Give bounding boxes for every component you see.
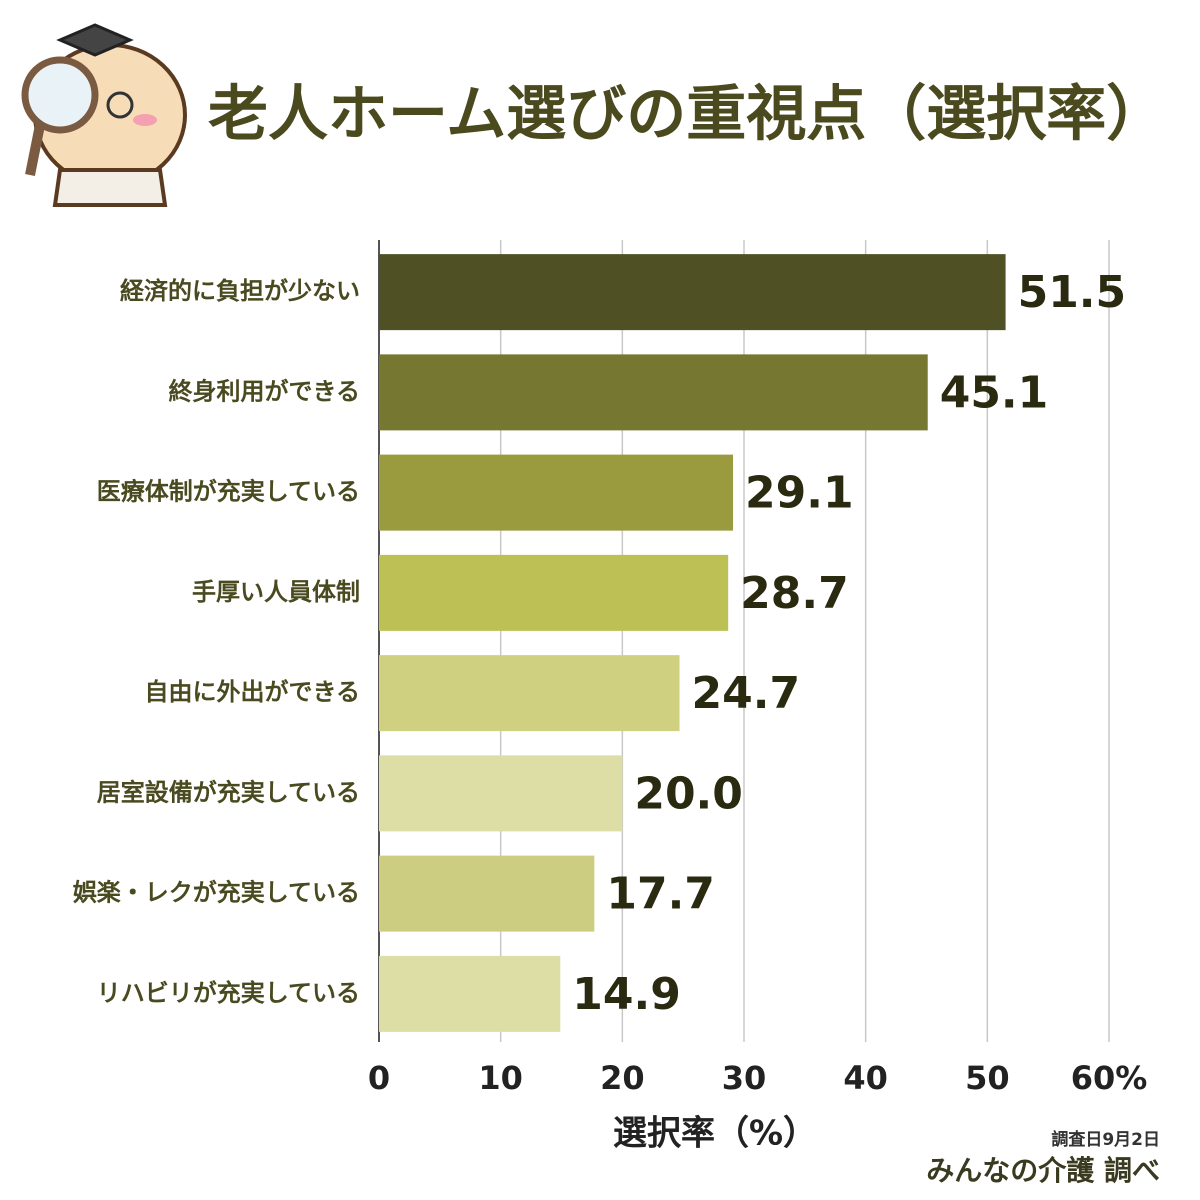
chart-title: 老人ホーム選びの重視点（選択率） — [208, 80, 1166, 150]
x-tick-label: 10 — [478, 1059, 523, 1097]
category-label: 終身利用ができる — [168, 377, 360, 405]
x-tick-label: 50 — [965, 1059, 1010, 1097]
value-label: 24.7 — [692, 668, 801, 719]
bar — [379, 454, 734, 531]
category-label: 手厚い人員体制 — [192, 578, 360, 606]
x-tick-label: 40 — [843, 1059, 888, 1097]
bar — [379, 254, 1006, 331]
survey-date: 調査日9月2日 — [1051, 1129, 1160, 1150]
value-label: 14.9 — [572, 969, 681, 1020]
source: みんなの介護 調べ — [926, 1154, 1160, 1187]
value-label: 29.1 — [745, 468, 854, 519]
value-label: 45.1 — [940, 367, 1049, 418]
x-tick-label: 0 — [368, 1059, 390, 1097]
value-label: 28.7 — [740, 568, 849, 619]
category-label: 自由に外出ができる — [144, 678, 360, 706]
x-tick-label: 20 — [600, 1059, 645, 1097]
bar — [379, 554, 729, 631]
x-axis-label: 選択率（%） — [613, 1114, 817, 1154]
category-label: 娯楽・レクが充実している — [73, 879, 360, 907]
mascot — [21, 23, 187, 207]
x-tick-label: 30 — [722, 1059, 767, 1097]
category-label: 経済的に負担が少ない — [120, 277, 360, 305]
category-label: 医療体制が充実している — [97, 478, 360, 506]
bar — [379, 755, 623, 832]
category-label: リハビリが充実している — [97, 979, 360, 1007]
category-label: 居室設備が充実している — [97, 778, 360, 806]
value-label: 17.7 — [606, 869, 715, 920]
bar — [379, 955, 561, 1032]
value-label: 51.5 — [1018, 267, 1127, 318]
bar — [379, 855, 595, 932]
value-label: 20.0 — [634, 768, 743, 819]
bar — [379, 655, 680, 732]
x-tick-label: 60% — [1071, 1059, 1148, 1097]
bar — [379, 354, 928, 431]
